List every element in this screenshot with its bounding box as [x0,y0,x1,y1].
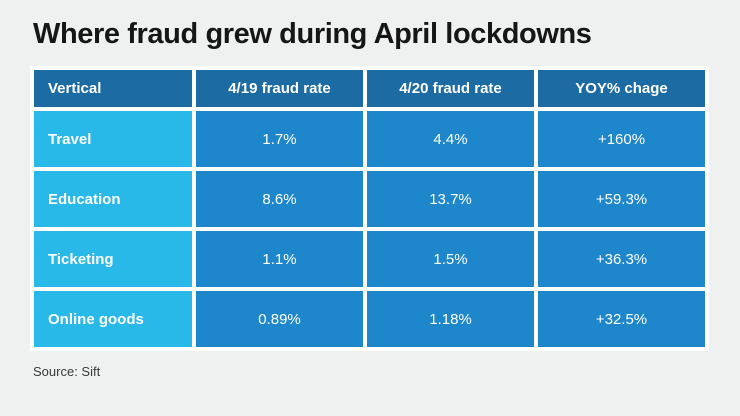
cell-ticketing-420-rate: 1.5% [367,231,534,287]
cell-travel-420-rate: 4.4% [367,111,534,167]
row-label-travel: Travel [34,111,192,167]
header-cell-419-fraud-rate: 4/19 fraud rate [196,70,363,107]
table-header-row: Vertical 4/19 fraud rate 4/20 fraud rate… [34,70,705,107]
row-label-ticketing: Ticketing [34,231,192,287]
page-title: Where fraud grew during April lockdowns [33,18,592,50]
table-row-travel: Travel 1.7% 4.4% +160% [34,111,705,167]
header-cell-420-fraud-rate: 4/20 fraud rate [367,70,534,107]
cell-ticketing-419-rate: 1.1% [196,231,363,287]
header-cell-yoy-change: YOY% chage [538,70,705,107]
cell-ticketing-yoy-change: +36.3% [538,231,705,287]
cell-travel-419-rate: 1.7% [196,111,363,167]
source-label: Source: Sift [33,364,101,379]
header-cell-vertical: Vertical [34,70,192,107]
cell-travel-yoy-change: +160% [538,111,705,167]
cell-online-goods-420-rate: 1.18% [367,291,534,347]
cell-education-420-rate: 13.7% [367,171,534,227]
table-row-online-goods: Online goods 0.89% 1.18% +32.5% [34,291,705,347]
cell-online-goods-419-rate: 0.89% [196,291,363,347]
cell-online-goods-yoy-change: +32.5% [538,291,705,347]
cell-education-yoy-change: +59.3% [538,171,705,227]
table-row-ticketing: Ticketing 1.1% 1.5% +36.3% [34,231,705,287]
table-row-education: Education 8.6% 13.7% +59.3% [34,171,705,227]
fraud-table: Vertical 4/19 fraud rate 4/20 fraud rate… [30,66,709,351]
row-label-education: Education [34,171,192,227]
row-label-online-goods: Online goods [34,291,192,347]
cell-education-419-rate: 8.6% [196,171,363,227]
